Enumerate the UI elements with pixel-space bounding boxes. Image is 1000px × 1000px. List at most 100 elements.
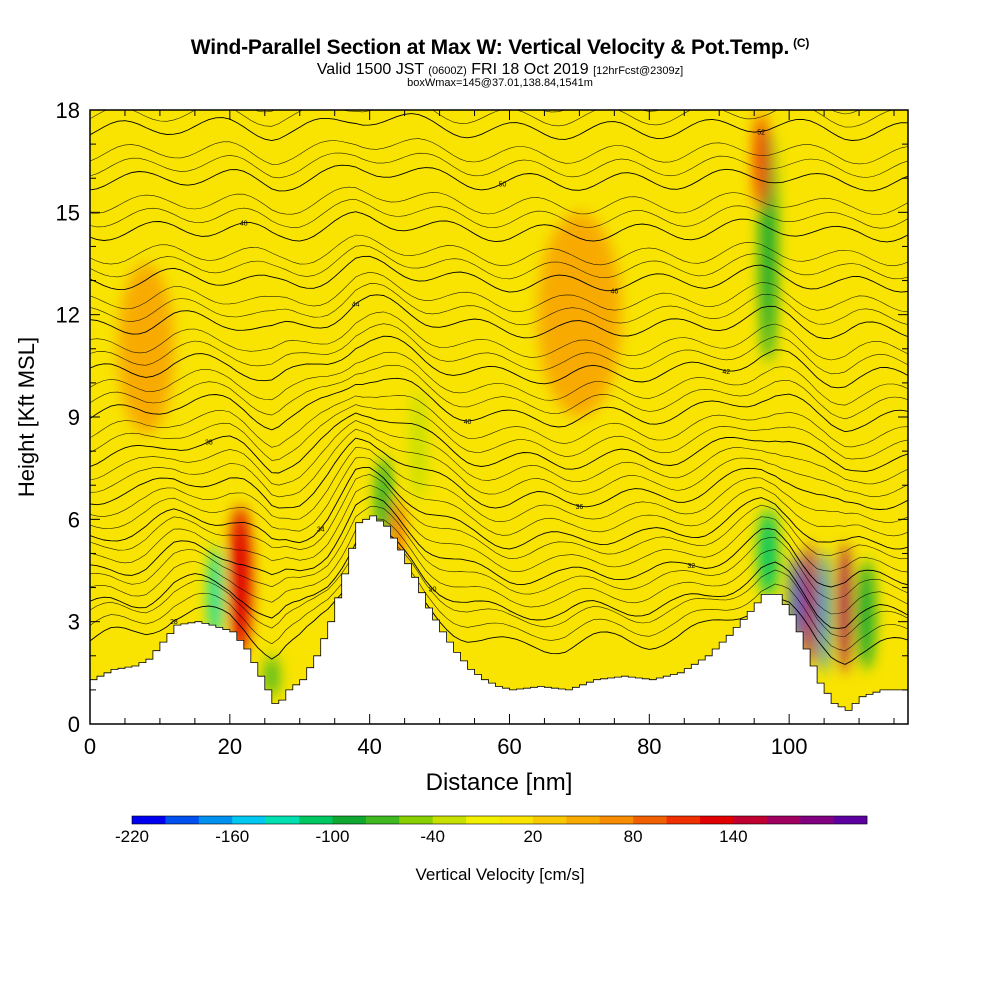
theta-contour-line [90,164,908,192]
velocity-cell [117,263,174,435]
colorbar-swatch [432,816,467,824]
theta-contour-line [90,506,908,600]
velocity-cell [229,505,252,656]
theta-contour-line [90,294,908,339]
theta-contour-label: 40 [464,419,472,426]
theta-contour-line [90,113,908,142]
colorbar-frame [131,815,868,825]
theta-contour-line [90,412,908,474]
theta-contour-line [90,404,908,461]
velocity-cell [264,655,279,697]
x-tick-label: 40 [357,734,381,759]
colorbar-swatch [466,816,500,824]
colorbar-swatch [833,816,868,824]
box-info: boxWmax=145@37.01,138.84,1541m [407,77,593,89]
theta-contour-line [90,351,908,406]
colorbar-swatch [566,816,601,824]
theta-contour-label: 44 [352,302,360,309]
theta-contour-line [90,496,908,588]
velocity-cell [537,212,622,417]
y-tick-label: 3 [68,610,80,635]
theta-contour-label: 28 [170,619,178,626]
theta-contour-line [90,283,908,326]
theta-contour-line [90,271,908,313]
x-axis: 0 20 40 60 80 100 [84,110,895,759]
colorbar-swatch [198,816,233,824]
theta-contour-line [90,211,908,243]
velocity-cell [818,550,830,673]
y-tick-label: 6 [68,507,80,532]
theta-contour-line [90,138,908,165]
colorbar-tick-label: -160 [215,827,249,846]
theta-contour-label: 36 [576,504,584,511]
theta-contour-line [90,255,908,293]
theta-contour-line [90,311,908,361]
x-tick-label: 80 [637,734,661,759]
y-tick-label: 9 [68,405,80,430]
colorbar-swatch [532,816,567,824]
valid-utc: (0600Z) [428,65,467,77]
theta-contour-line [90,530,908,629]
theta-contour-line [90,518,908,615]
velocity-cell [410,389,427,499]
colorbar-swatch [599,816,634,824]
y-tick-label: 0 [68,712,80,737]
colorbar-swatch [733,816,768,824]
theta-contour-line [90,377,908,433]
theta-contour-line [90,474,908,560]
theta-contour-line [90,152,908,179]
forecast-tag: [12hrFcst@2309z] [593,65,684,77]
theta-contour-line [90,365,908,420]
y-tick-label: 15 [56,200,80,225]
colorbar-swatch [666,816,701,824]
colorbar-tick-label: -40 [420,827,445,846]
y-axis-label: Height [Kft MSL] [14,337,39,497]
theta-contour-label: 46 [610,288,618,295]
title-mark: (C) [793,36,810,50]
x-tick-label: 100 [771,734,808,759]
theta-contour-line [90,428,908,498]
theta-contours: 28 30 32 34 36 38 40 42 44 46 48 50 52 [90,110,908,665]
colorbar-swatch [365,816,400,824]
velocity-cell [208,546,223,643]
theta-contour-label: 34 [317,526,325,533]
x-axis-label: Distance [nm] [426,769,573,796]
colorbar: -220 -160 -100 -40 20 80 140 [115,815,868,846]
velocity-cell [838,543,852,673]
velocity-cell [754,113,769,209]
colorbar-swatch [399,816,433,824]
colorbar-label: Vertical Velocity [cm/s] [415,865,584,884]
theta-contour-line [90,335,908,389]
velocity-cell [857,560,875,670]
y-tick-label: 18 [56,98,80,123]
colorbar-swatch [299,816,333,824]
colorbar-swatch [699,816,734,824]
theta-contour-line [90,395,908,448]
theta-contour-line [90,484,908,573]
colorbar-swatch [132,816,166,824]
theta-contour-label: 30 [429,587,437,594]
theta-contour-line [90,323,908,375]
theta-contour-label: 32 [687,563,695,570]
theta-contour-label: 42 [722,369,730,376]
theta-contour-line [90,234,908,267]
colorbar-tick-label: 80 [624,827,643,846]
colorbar-tick-label: 20 [523,827,542,846]
theta-contour-line [90,245,908,280]
theta-contour-line [90,437,908,510]
colorbar-swatch [633,816,667,824]
theta-contour-line [90,457,908,537]
theta-contour-line [90,420,908,486]
theta-contour-label: 38 [205,440,213,447]
y-tick-label: 12 [56,303,80,328]
terrain [90,515,908,724]
colorbar-tick-label: 140 [719,827,747,846]
theta-contour-line [90,447,908,524]
x-tick-label: 60 [497,734,521,759]
chart-subtitle: Valid 1500 JST (0600Z) FRI 18 Oct 2019 [… [316,61,684,78]
colorbar-swatch [232,816,266,824]
colorbar-swatch [332,816,367,824]
colorbar-swatch [766,816,801,824]
